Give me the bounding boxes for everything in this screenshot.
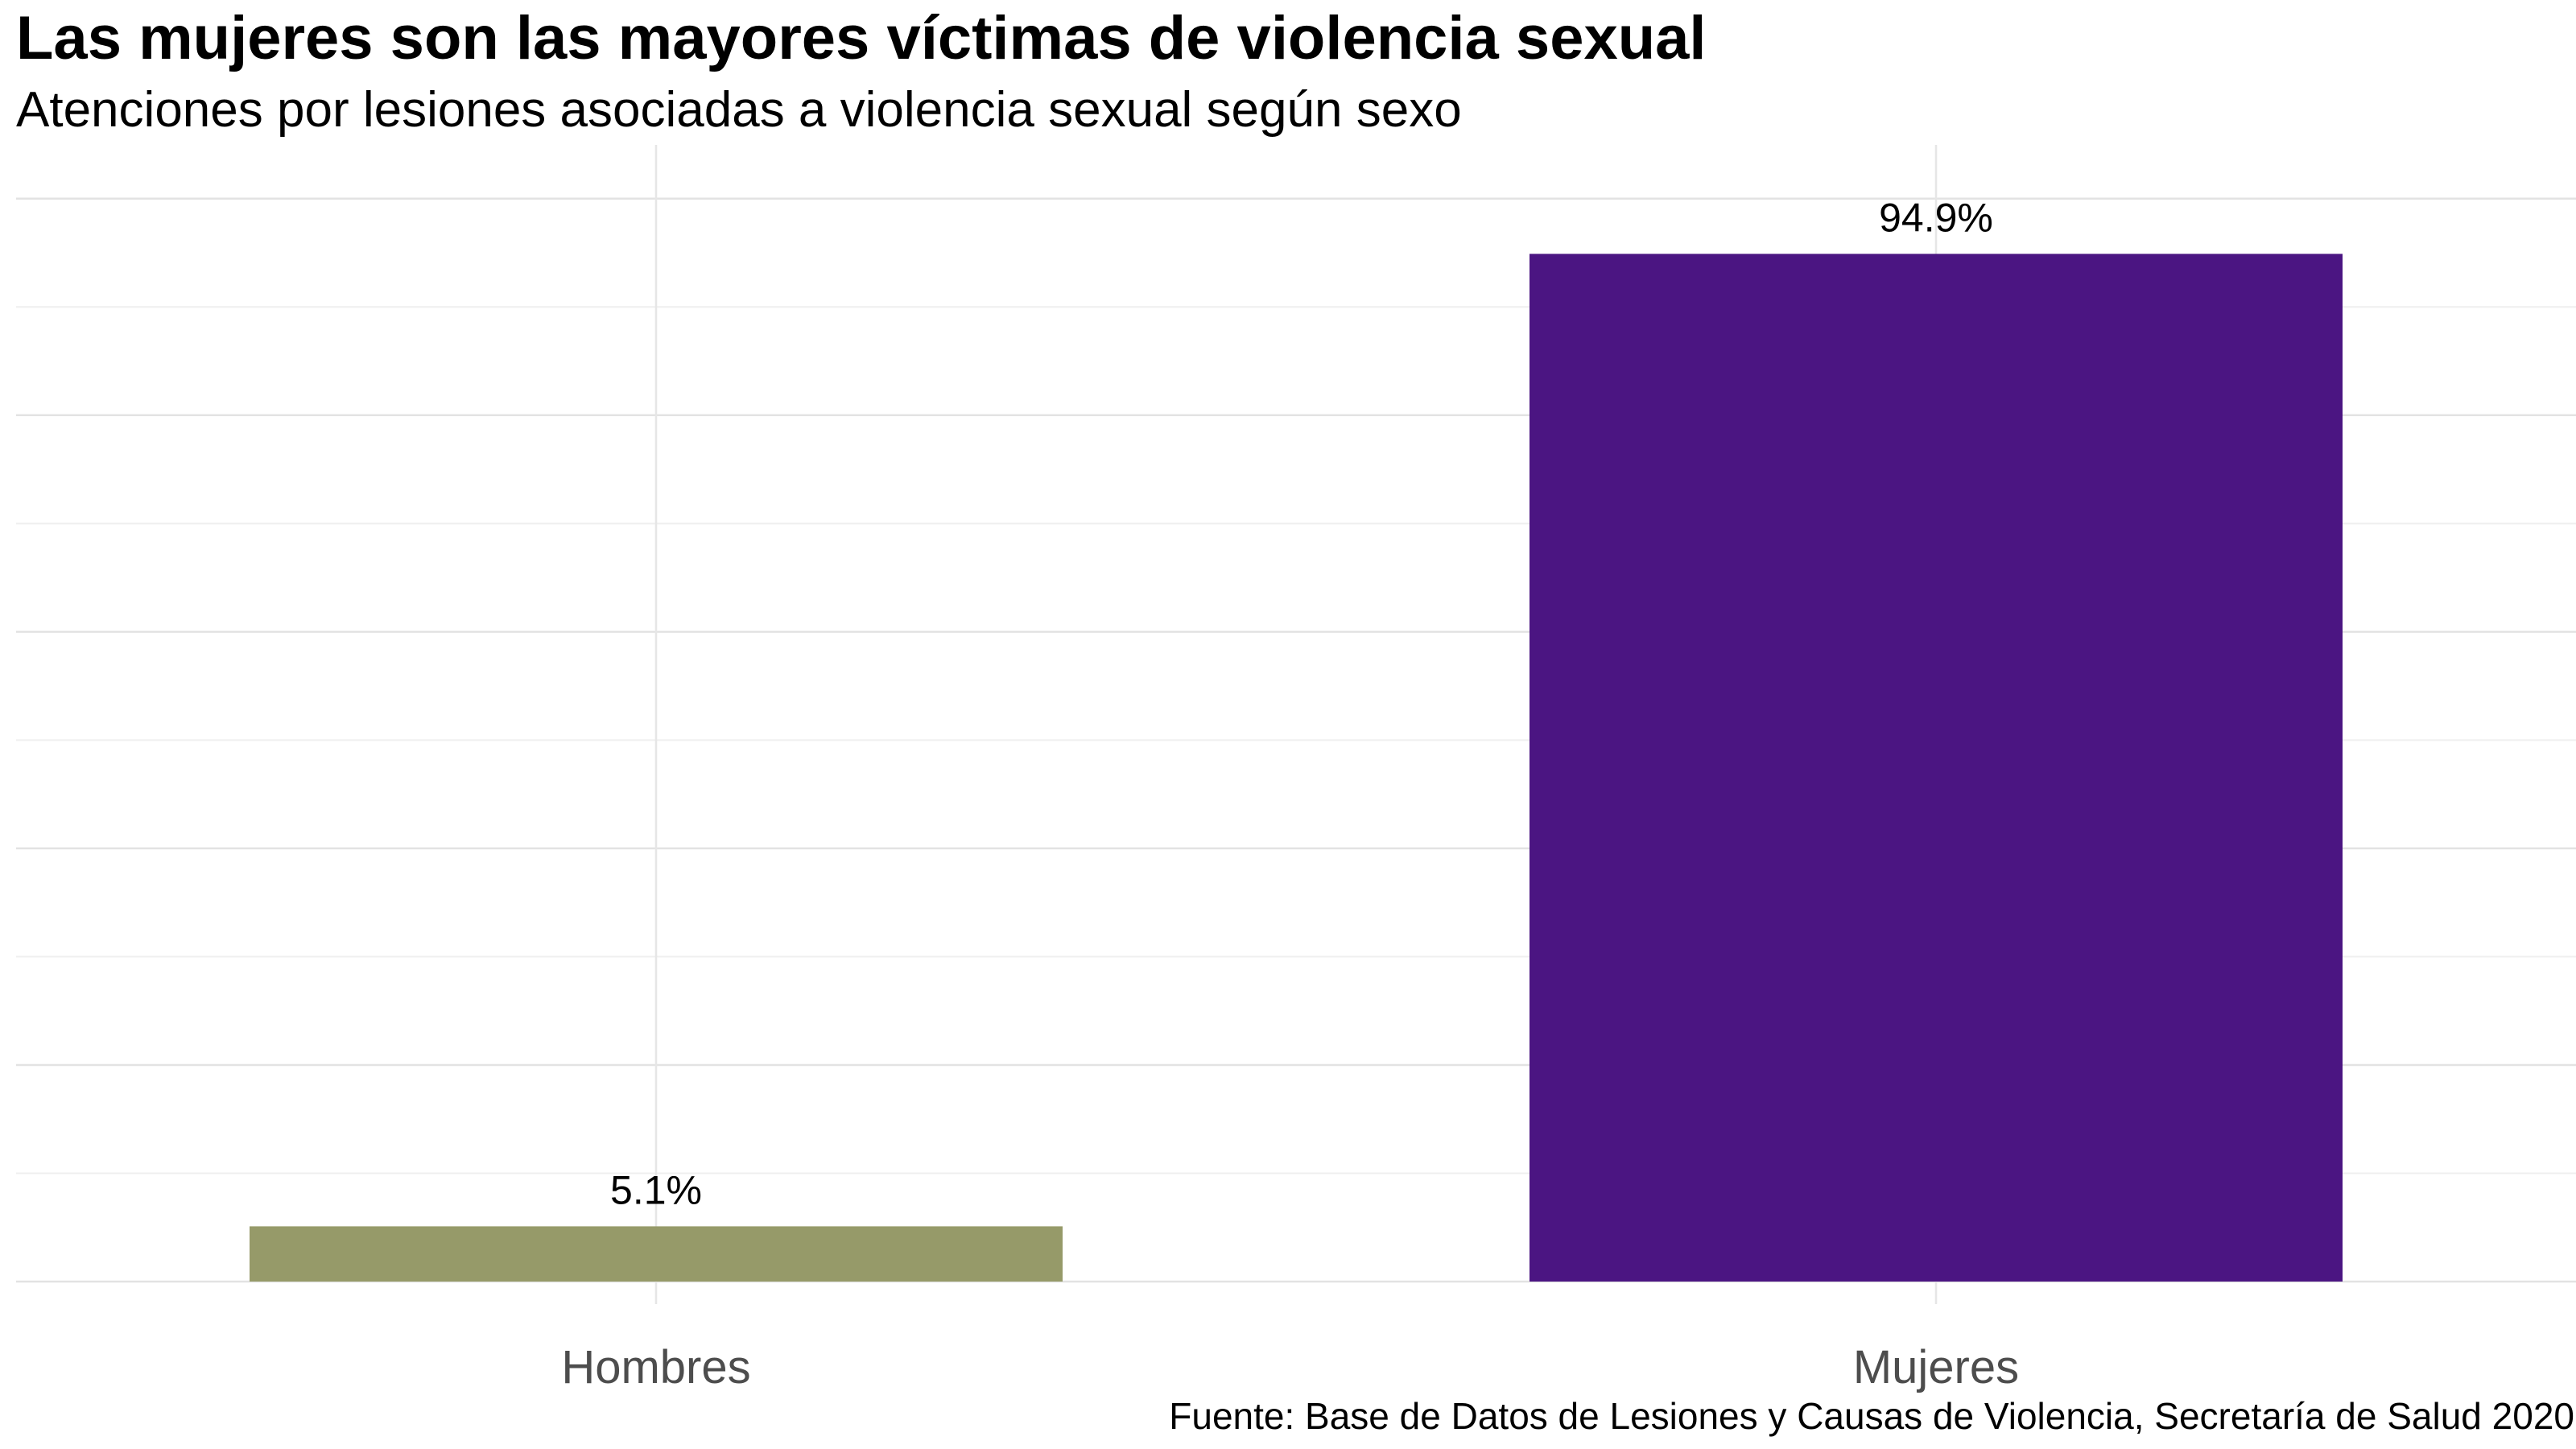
data-label-mujeres: 94.9% <box>1879 195 1993 240</box>
chart-title: Las mujeres son las mayores víctimas de … <box>16 4 1707 72</box>
x-tick-label-mujeres: Mujeres <box>1853 1341 2019 1393</box>
chart-subtitle: Atenciones por lesiones asociadas a viol… <box>16 82 1462 138</box>
x-tick-label-hombres: Hombres <box>561 1341 750 1393</box>
data-label-hombres: 5.1% <box>610 1167 702 1212</box>
bar-mujeres <box>1530 254 2343 1282</box>
source-caption: Fuente: Base de Datos de Lesiones y Caus… <box>1169 1395 2574 1437</box>
bar-hombres <box>250 1226 1063 1282</box>
